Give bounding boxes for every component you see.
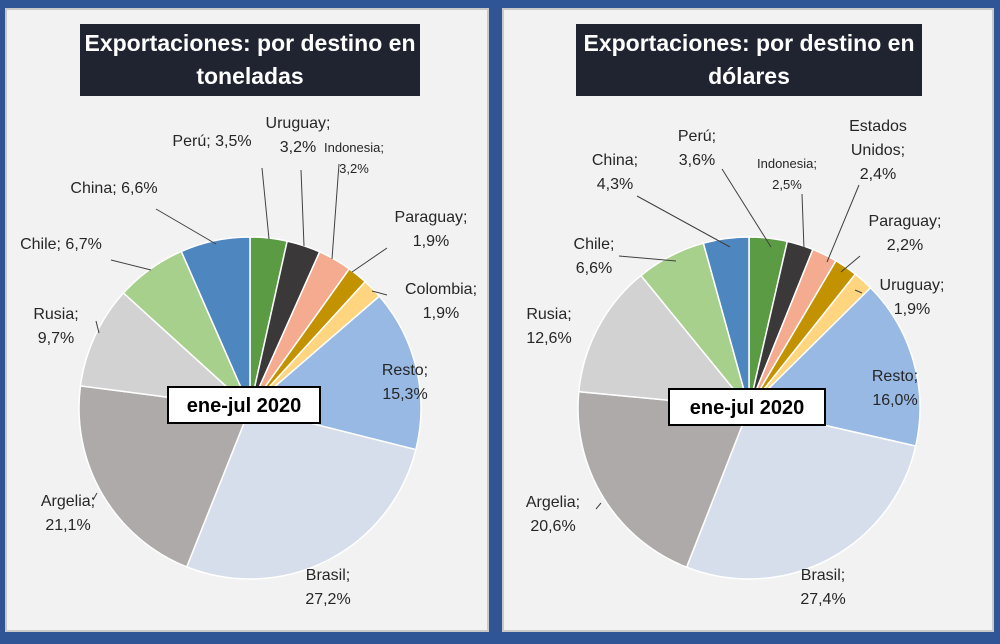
data-label: Argelia; 20,6% <box>526 494 580 535</box>
leader-line <box>300 169 305 247</box>
data-label: Resto; 16,0% <box>872 368 918 409</box>
data-label: China; 6,6% <box>70 180 157 197</box>
leader-line <box>331 163 340 260</box>
pie-slice <box>702 236 750 409</box>
data-label: Rusia; 9,7% <box>33 306 78 347</box>
pie-chart-toneladas: Perú; 3,5% Uruguay; 3,2% Indonesia; 3,2% Para… <box>20 115 477 608</box>
leader-line <box>351 247 388 273</box>
pie-slice <box>180 236 251 409</box>
leader-line <box>95 320 100 334</box>
data-label: China; 4,3% <box>592 152 638 193</box>
chart-title: Exportaciones: por destino en dólares <box>576 24 922 96</box>
leader-line <box>840 255 861 273</box>
data-label: Paraguay; 2,2% <box>869 213 942 254</box>
pie-slice <box>685 407 917 580</box>
period-label: ene-jul 2020 <box>167 386 321 424</box>
data-label: Brasil; 27,4% <box>800 567 845 608</box>
chart-title: Exportaciones: por destino en toneladas <box>80 24 420 96</box>
pie-slice <box>577 390 751 569</box>
leader-line <box>155 208 217 245</box>
pie-slice <box>78 384 252 568</box>
chart-panel-toneladas: Perú; 3,5% Uruguay; 3,2% Indonesia; 3,2% Para… <box>5 8 489 632</box>
pie-slice <box>185 407 417 580</box>
data-label: Uruguay; 3,2% <box>266 115 331 156</box>
chart-title-line-1: Exportaciones: por destino en <box>84 30 416 56</box>
data-label: Indonesia; 2,5% <box>757 156 817 192</box>
leader-line <box>721 168 772 248</box>
leader-line <box>618 255 677 262</box>
data-label: Perú; 3,5% <box>172 133 251 150</box>
data-label: Perú; 3,6% <box>678 128 716 169</box>
data-label: Chile; 6,7% <box>20 236 102 253</box>
period-label: ene-jul 2020 <box>668 388 826 426</box>
leader-line <box>110 259 152 271</box>
data-label: Colombia; 1,9% <box>405 281 477 322</box>
data-label: Rusia; 12,6% <box>526 306 571 347</box>
data-label: Paraguay; 1,9% <box>395 209 468 250</box>
data-label: Brasil; 27,2% <box>305 567 350 608</box>
chart-title-line-2: dólares <box>708 63 790 89</box>
pie-chart-dolares: Perú; 3,6% Indonesia; 2,5% Estados Unidos; 2,4… <box>526 118 945 608</box>
chart-title-line-2: toneladas <box>196 63 304 89</box>
chart-panel-dolares: Perú; 3,6% Indonesia; 2,5% Estados Unidos; 2,4… <box>502 8 994 632</box>
chart-title-line-1: Exportaciones: por destino en <box>583 30 915 56</box>
data-label: Resto; 15,3% <box>382 362 428 403</box>
leader-line <box>371 290 388 296</box>
leader-line <box>801 193 805 250</box>
leader-line <box>636 195 731 248</box>
leader-line <box>854 289 863 294</box>
pie-slice <box>577 274 751 409</box>
pie-slice <box>79 291 253 410</box>
data-label: Argelia; 21,1% <box>41 493 95 534</box>
data-label: Uruguay; 1,9% <box>880 277 945 318</box>
data-label: Estados Unidos; 2,4% <box>849 118 907 183</box>
leader-line <box>595 502 602 510</box>
leader-line <box>826 184 860 263</box>
data-label: Indonesia; 3,2% <box>324 140 384 176</box>
leader-line <box>92 492 98 501</box>
data-label: Chile; 6,6% <box>574 236 615 277</box>
leader-line <box>261 167 270 240</box>
